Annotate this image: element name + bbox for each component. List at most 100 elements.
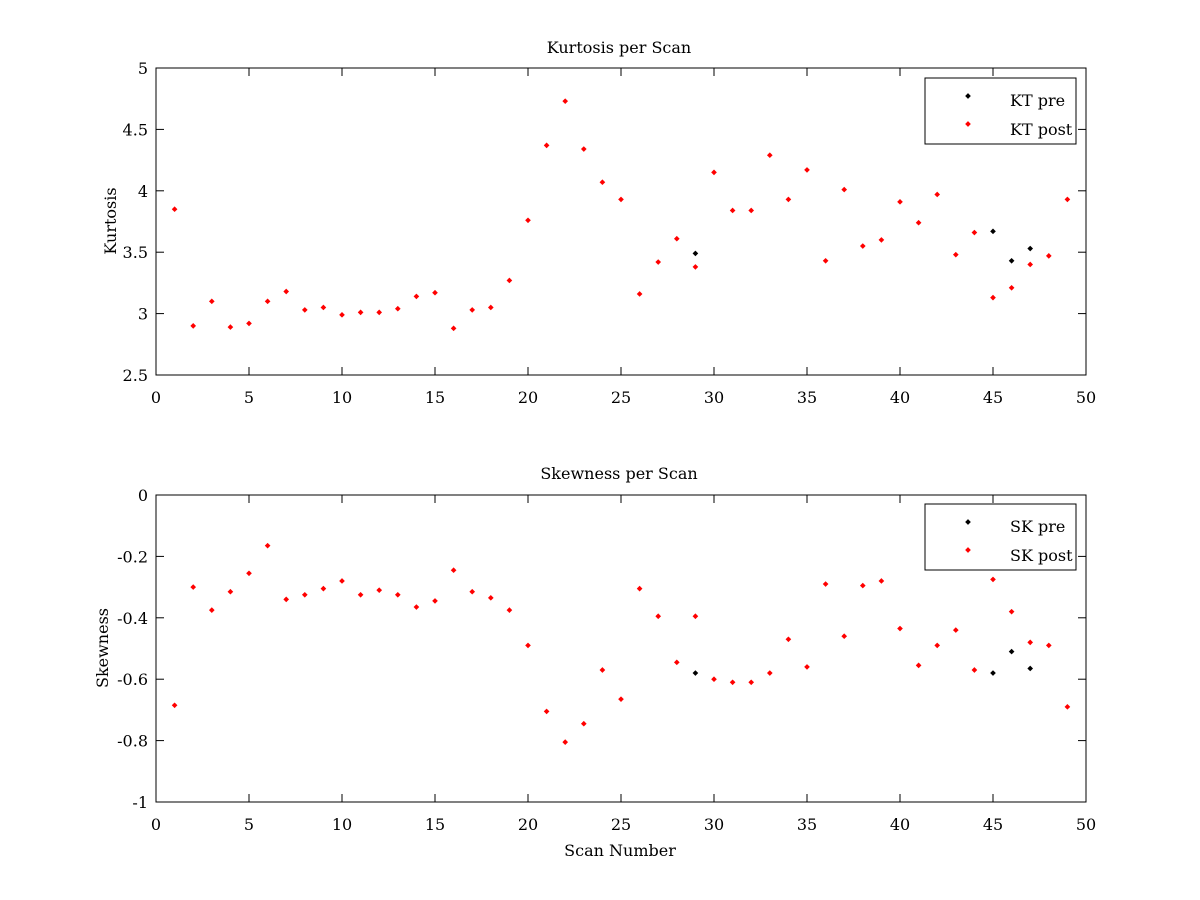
chart-title: Skewness per Scan (540, 464, 697, 483)
data-point-sk-post (413, 604, 420, 610)
data-point-sk-post (636, 585, 643, 592)
data-point-kt-post (636, 291, 643, 297)
data-point-kt-post (785, 196, 792, 203)
x-tick-label: 5 (244, 388, 254, 407)
data-point-kt-post (1027, 261, 1034, 268)
data-point-sk-post (1008, 608, 1015, 615)
skewness-chart: Skewness per Scan 0 5 10 15 20 25 30 35 … (93, 464, 1096, 860)
data-point-kt-post (376, 309, 383, 316)
x-tick-label: 10 (332, 815, 352, 834)
data-points (171, 542, 1071, 745)
data-point-sk-post (543, 708, 550, 715)
data-point-sk-post (952, 627, 959, 633)
data-point-sk-post (990, 576, 996, 583)
data-point-kt-post (543, 142, 550, 149)
data-point-kt-post (190, 323, 197, 329)
data-point-kt-post (283, 288, 290, 295)
data-point-kt-post (599, 179, 606, 186)
data-point-sk-post (748, 679, 755, 686)
data-point-sk-post (450, 567, 457, 574)
legend-box (924, 503, 1077, 571)
data-point-kt-post (952, 251, 959, 258)
data-point-kt-post (1064, 196, 1071, 203)
x-tick-label: 15 (425, 388, 445, 407)
data-point-sk-post (766, 670, 773, 676)
data-point-sk-post (915, 662, 922, 669)
x-tick-label: 40 (890, 388, 910, 407)
data-point-sk-post (618, 696, 624, 702)
x-tick-label: 35 (797, 388, 817, 407)
data-point-sk-post (283, 596, 290, 603)
y-axis-label: Kurtosis (101, 187, 120, 254)
data-point-kt-post (711, 169, 717, 176)
data-point-kt-pre (692, 250, 699, 257)
data-point-kt-post (729, 207, 736, 214)
data-point-sk-post (394, 591, 401, 598)
chart-title: Kurtosis per Scan (547, 38, 691, 57)
x-tick-label: 15 (425, 815, 445, 834)
data-point-kt-post (841, 186, 848, 193)
data-point-sk-post (469, 588, 476, 595)
data-point-sk-pre (1008, 648, 1015, 655)
data-point-sk-post (376, 587, 383, 593)
data-point-sk-post (1027, 639, 1034, 646)
data-point-kt-post (171, 206, 178, 213)
data-point-kt-post (339, 311, 345, 318)
data-point-kt-post (748, 207, 755, 214)
y-tick-label: -1 (132, 793, 148, 812)
data-point-sk-post (171, 702, 178, 709)
data-point-sk-post (227, 588, 234, 595)
x-tick-label: 40 (890, 815, 910, 834)
data-point-kt-post (450, 325, 457, 332)
axis-ticks (155, 494, 1087, 803)
data-point-kt-post (878, 237, 885, 243)
data-point-kt-post (264, 298, 271, 305)
data-point-sk-post (190, 584, 197, 590)
data-point-sk-post (487, 595, 494, 601)
data-point-sk-post (822, 581, 829, 587)
data-points (171, 98, 1071, 332)
data-point-sk-post (878, 578, 885, 584)
x-axis-tick-labels: 0 5 10 15 20 25 30 35 40 45 50 (151, 815, 1096, 834)
x-axis-tick-labels: 0 5 10 15 20 25 30 35 40 45 50 (151, 388, 1096, 407)
data-point-sk-post (655, 613, 662, 620)
x-tick-label: 25 (611, 388, 631, 407)
y-tick-label: 2.5 (123, 366, 148, 385)
data-point-kt-post (301, 307, 308, 313)
x-tick-label: 20 (518, 388, 538, 407)
x-tick-label: 5 (244, 815, 254, 834)
data-point-kt-post (208, 298, 215, 305)
legend-label-kt-post: KT post (1010, 120, 1073, 139)
data-point-sk-post (971, 667, 978, 673)
y-tick-label: -0.2 (117, 547, 148, 566)
data-point-kt-post (897, 199, 903, 205)
x-tick-label: 45 (983, 815, 1003, 834)
data-point-kt-post (934, 191, 941, 198)
data-point-kt-post (822, 257, 829, 264)
data-point-sk-post (673, 659, 680, 666)
x-tick-label: 0 (151, 388, 161, 407)
data-point-sk-post (711, 676, 717, 683)
data-point-kt-post (487, 304, 494, 311)
data-point-kt-pre (1008, 257, 1015, 264)
data-point-kt-post (562, 98, 569, 104)
data-point-kt-post (246, 320, 252, 327)
y-axis-label: Skewness (93, 608, 112, 688)
y-tick-label: 4.5 (123, 120, 148, 139)
data-point-sk-post (692, 613, 699, 620)
legend-marker-sk-post (965, 547, 971, 553)
data-point-kt-post (618, 196, 624, 203)
data-point-sk-post (506, 607, 513, 613)
data-point-kt-post (432, 289, 438, 296)
data-point-sk-pre (692, 670, 699, 676)
data-point-sk-post (264, 542, 271, 549)
data-point-kt-post (971, 229, 978, 236)
data-point-kt-post (506, 277, 513, 284)
data-point-sk-post (301, 591, 308, 598)
data-point-kt-post (320, 304, 327, 311)
data-point-kt-post (580, 146, 587, 152)
x-tick-label: 0 (151, 815, 161, 834)
x-tick-label: 30 (704, 815, 724, 834)
x-axis-label: Scan Number (564, 841, 676, 860)
legend-label-sk-post: SK post (1010, 546, 1073, 565)
